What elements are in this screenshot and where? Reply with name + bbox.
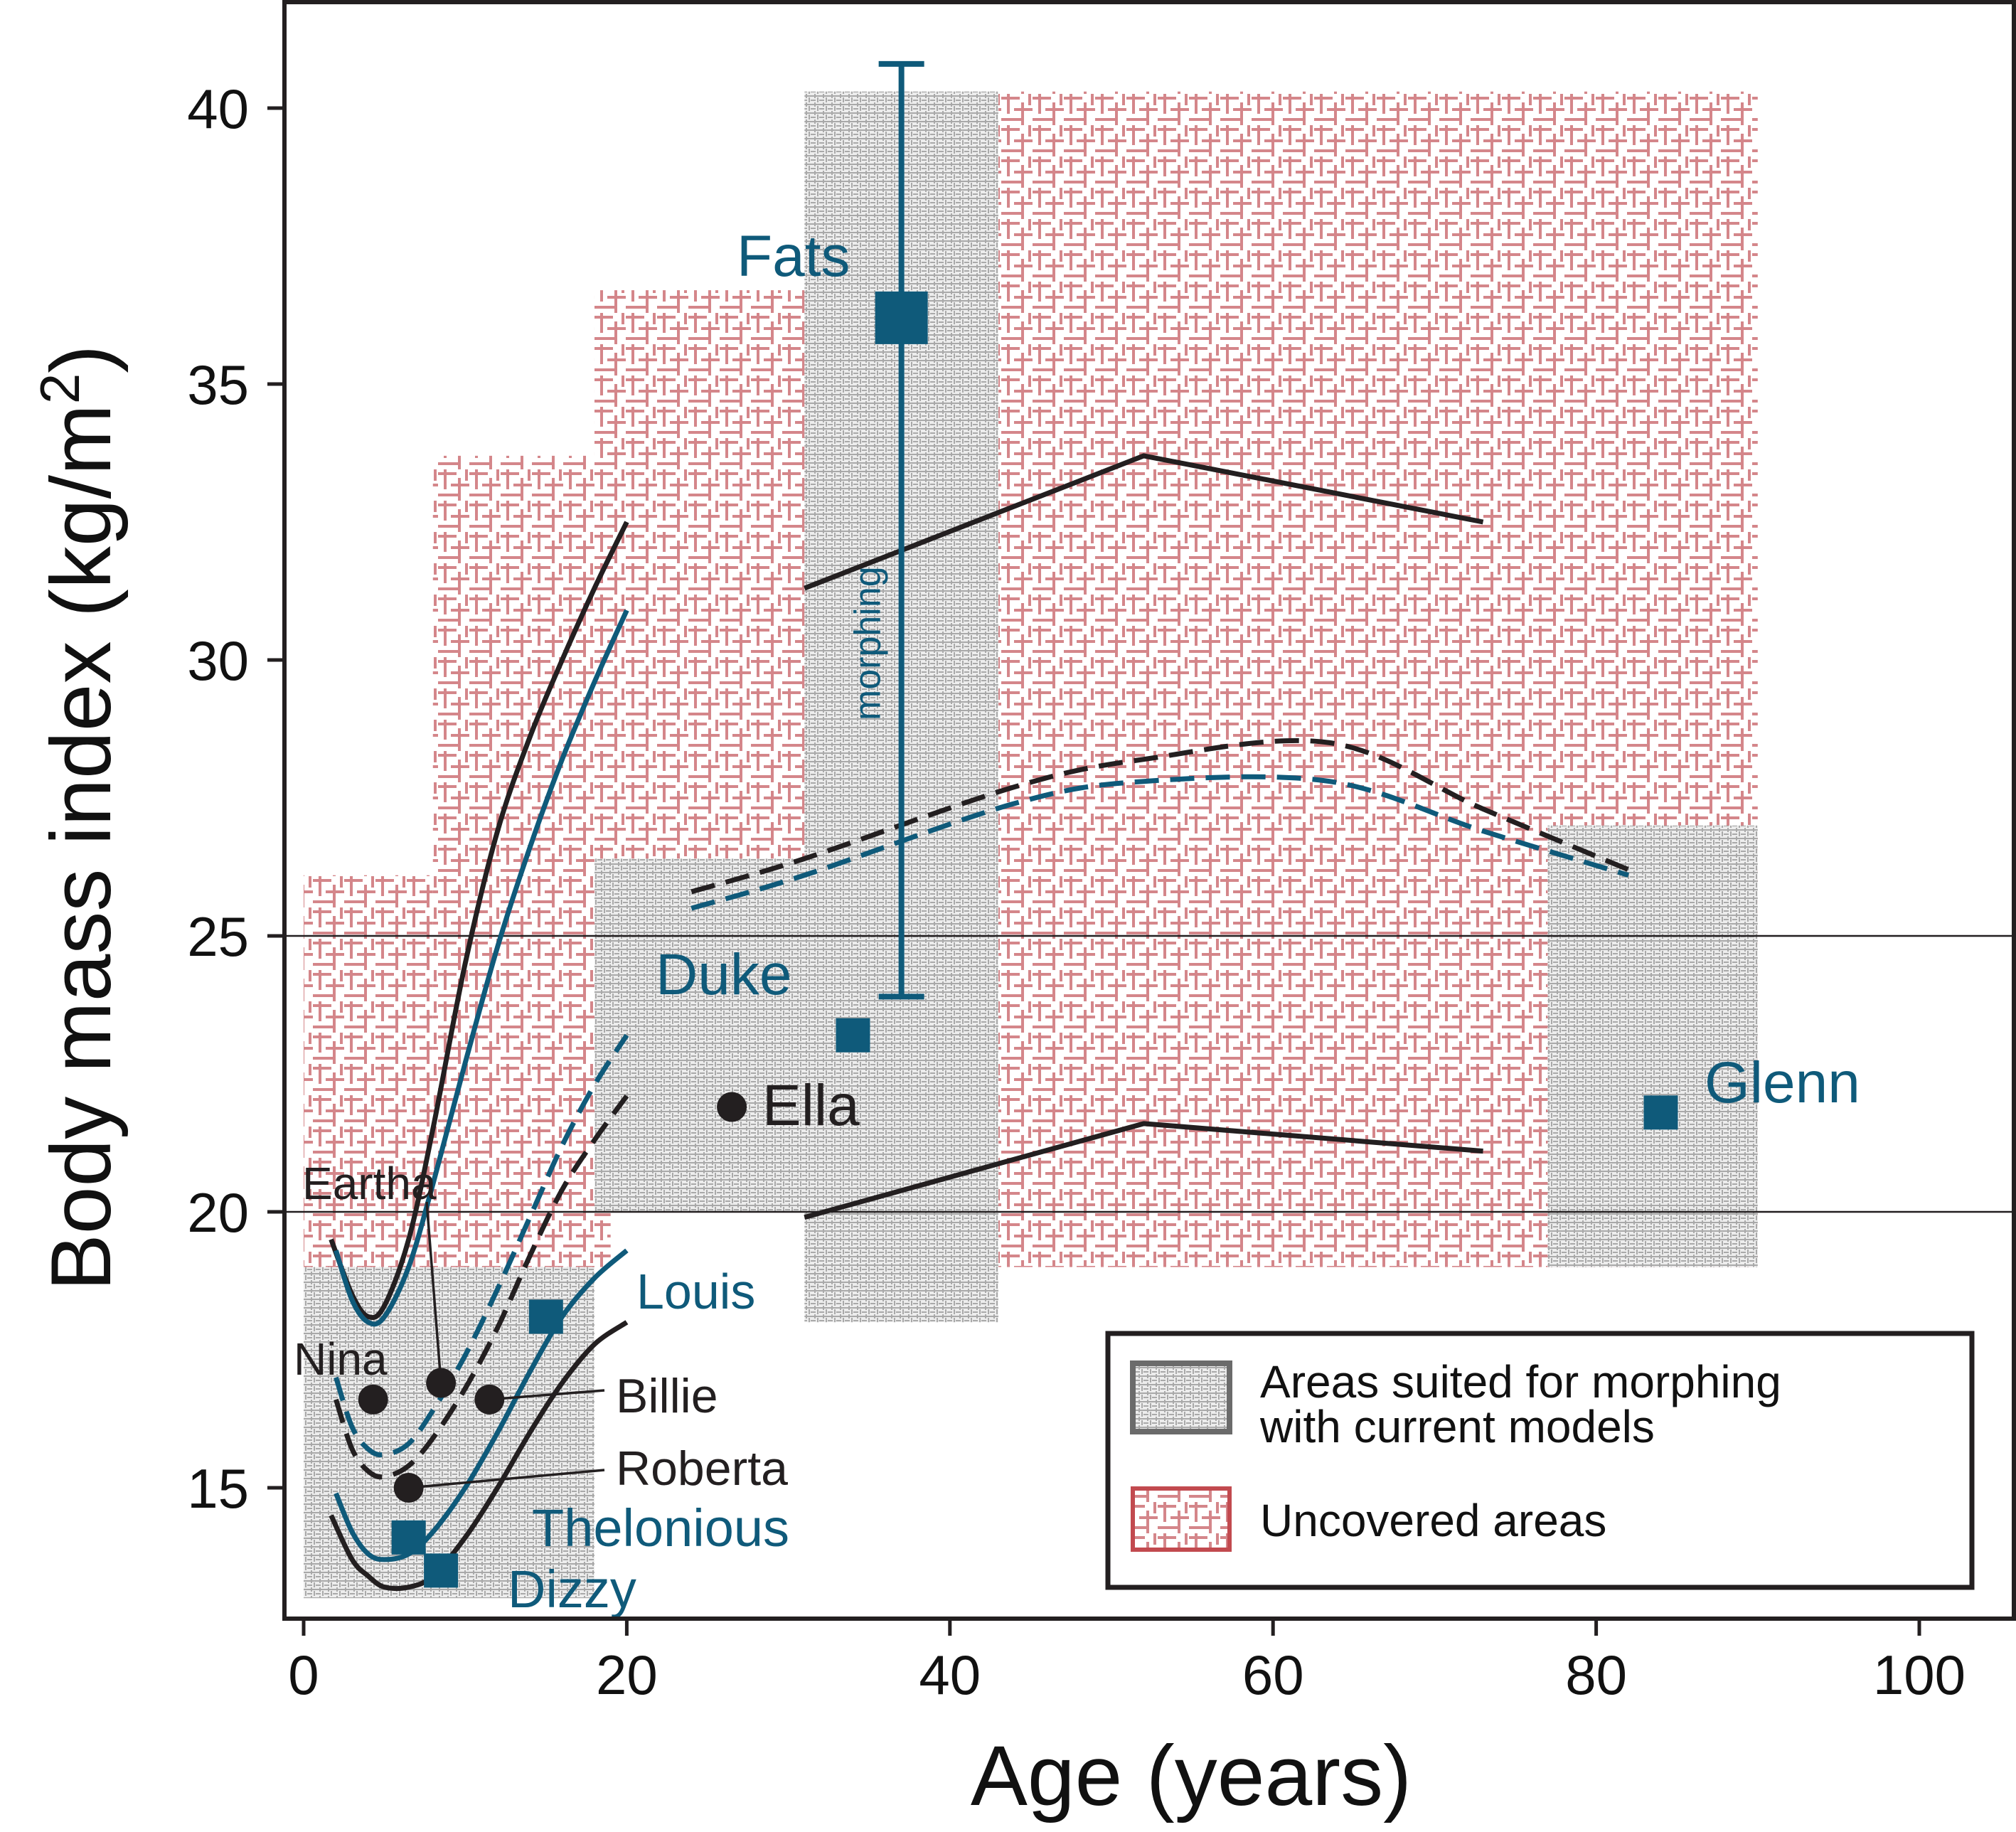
uncovered-area-2 xyxy=(594,290,805,859)
label-thelonious: Thelonious xyxy=(532,1498,789,1557)
point-louis xyxy=(528,1299,563,1334)
uncovered-area-1 xyxy=(432,455,611,1267)
curve-6 xyxy=(804,453,1484,591)
x-tick-label-80: 80 xyxy=(1565,1644,1627,1706)
point-roberta xyxy=(393,1473,424,1503)
point-eartha xyxy=(426,1368,457,1398)
legend-box xyxy=(1105,1331,1975,1590)
point-dizzy xyxy=(424,1553,459,1588)
point-nina xyxy=(358,1384,388,1415)
legend-label-morphing-line1: Areas suited for morphing xyxy=(1260,1356,1781,1407)
x-tick-label-60: 60 xyxy=(1242,1644,1304,1706)
x-tick-label-20: 20 xyxy=(596,1644,658,1706)
y-tick-label-20: 20 xyxy=(187,1181,249,1244)
x-tick-label-40: 40 xyxy=(919,1644,981,1706)
label-roberta: Roberta xyxy=(616,1442,788,1496)
label-ella: Ella xyxy=(762,1073,860,1138)
leader-lines xyxy=(408,1201,605,1489)
point-glenn xyxy=(1643,1095,1678,1130)
legend-label-uncovered: Uncovered areas xyxy=(1260,1495,1606,1546)
label-eartha: Eartha xyxy=(302,1158,437,1209)
point-thelonious xyxy=(391,1520,426,1555)
leader-eartha xyxy=(425,1201,442,1383)
y-tick-label-35: 35 xyxy=(187,353,249,416)
curve-1 xyxy=(334,609,629,1327)
x-axis-title: Age (years) xyxy=(971,1728,1412,1823)
legend-label-morphing-line2: with current models xyxy=(1259,1401,1655,1452)
curve-7 xyxy=(804,1121,1483,1220)
plot-frame xyxy=(282,0,2016,1621)
curve-5 xyxy=(329,1320,629,1592)
curve-0 xyxy=(329,521,629,1321)
y-axis: 15 20 25 30 35 40 xyxy=(187,78,284,1520)
label-duke: Duke xyxy=(656,942,791,1007)
x-tick-label-0: 0 xyxy=(288,1644,319,1706)
error-bar-label: morphing xyxy=(848,566,889,720)
reference-lines xyxy=(284,934,2014,1213)
x-axis: 0 20 40 60 80 100 xyxy=(288,1619,1966,1706)
y-axis-title: Body mass index (kg/m2) xyxy=(28,345,129,1291)
legend-swatch-uncovered xyxy=(1131,1486,1232,1552)
y-tick-label-15: 15 xyxy=(187,1457,249,1520)
label-dizzy: Dizzy xyxy=(508,1560,636,1619)
curve-3 xyxy=(334,1033,629,1458)
point-billie xyxy=(474,1384,505,1415)
y-tick-label-40: 40 xyxy=(187,78,249,140)
uncovered-areas xyxy=(304,91,1758,1267)
uncovered-area-0 xyxy=(304,875,433,1267)
curve-8 xyxy=(690,737,1630,895)
label-glenn: Glenn xyxy=(1705,1050,1860,1115)
curve-9 xyxy=(690,774,1630,911)
label-fats: Fats xyxy=(737,224,850,289)
y-tick-label-25: 25 xyxy=(187,905,249,968)
morphing-area-3 xyxy=(1547,825,1758,1267)
curves xyxy=(329,453,1630,1592)
point-duke xyxy=(836,1018,870,1053)
point-ella xyxy=(717,1092,747,1122)
error-bars: morphing xyxy=(848,60,924,1000)
label-billie: Billie xyxy=(616,1369,718,1423)
leader-roberta xyxy=(408,1469,605,1489)
morphing-area-1 xyxy=(594,858,805,1212)
leader-billie xyxy=(489,1389,605,1401)
label-nina: Nina xyxy=(294,1333,388,1385)
y-tick-label-30: 30 xyxy=(187,629,249,692)
data-points xyxy=(358,291,1678,1588)
legend-swatch-morphing xyxy=(1130,1360,1232,1434)
x-tick-label-100: 100 xyxy=(1873,1644,1966,1706)
point-fats xyxy=(875,291,928,344)
curve-2 xyxy=(334,1094,629,1480)
legend: Areas suited for morphing with current m… xyxy=(1105,1331,1975,1590)
label-louis: Louis xyxy=(636,1264,755,1319)
curve-4 xyxy=(334,1248,629,1562)
